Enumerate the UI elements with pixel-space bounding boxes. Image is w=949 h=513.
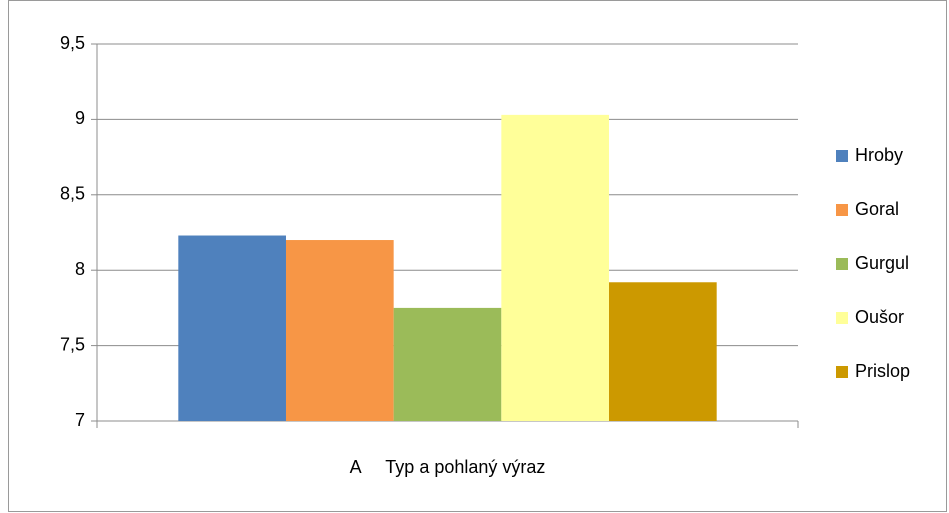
legend-label: Gurgul	[855, 253, 909, 273]
legend-swatch	[836, 312, 848, 324]
legend-swatch	[836, 366, 848, 378]
y-tick-label: 9,5	[60, 33, 85, 53]
legend-swatch	[836, 204, 848, 216]
bar	[609, 282, 717, 421]
bar	[178, 235, 286, 421]
y-tick-label: 8	[75, 259, 85, 279]
legend-label: Prislop	[855, 361, 910, 381]
y-tick-label: 9	[75, 108, 85, 128]
legend-swatch	[836, 150, 848, 162]
bar	[285, 240, 394, 421]
legend-swatch	[836, 258, 848, 270]
legend-label: Goral	[855, 199, 899, 219]
x-tick-label: A Typ a pohlaný výraz	[350, 457, 546, 477]
y-tick-label: 7,5	[60, 334, 85, 354]
chart-frame	[8, 0, 947, 512]
legend-label: Oušor	[855, 307, 904, 327]
y-tick-label: 7	[75, 410, 85, 430]
y-tick-label: 8,5	[60, 184, 85, 204]
legend-label: Hroby	[855, 145, 903, 165]
bar	[393, 307, 502, 421]
bar	[501, 114, 610, 421]
